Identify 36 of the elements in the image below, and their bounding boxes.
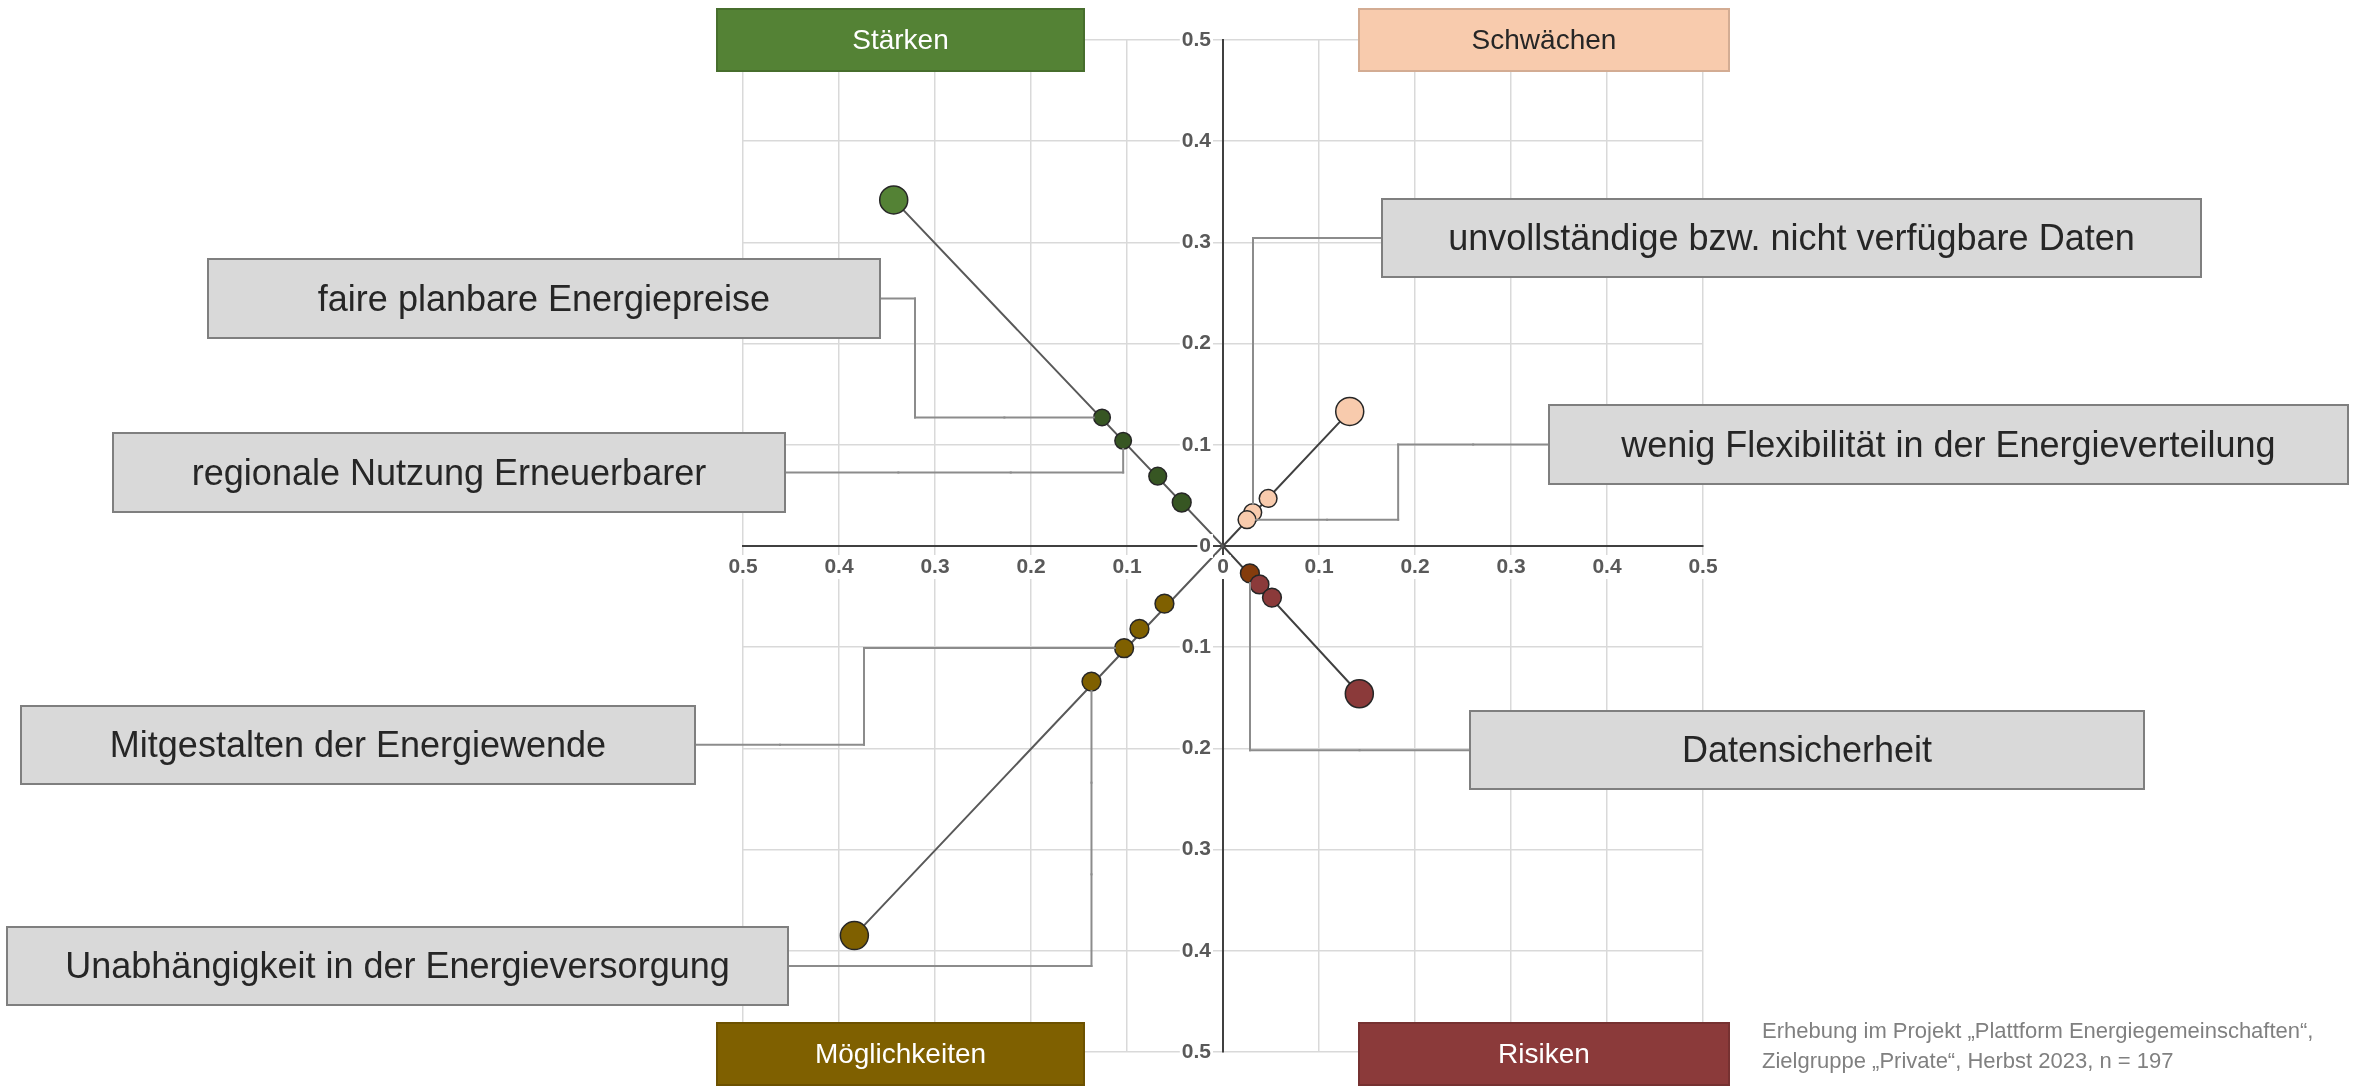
x-tick-label: 0.5 (1688, 554, 1718, 578)
text: Möglichkeiten (716, 1022, 1085, 1086)
annotation: faire planbare Energiepreise (207, 258, 881, 339)
x-tick-label: 0.1 (1304, 554, 1334, 578)
x-tick-label: 0.4 (824, 554, 854, 578)
annotation: Datensicherheit (1468, 709, 2145, 790)
callout: wenig Flexibilität in der Energieverteilung (1253, 402, 2351, 522)
y-tick-label: 0.5 (1181, 26, 1212, 50)
x-tick-label: 0.3 (920, 554, 950, 578)
text: Stärken (716, 8, 1085, 72)
x-tick-label: 0.5 (728, 554, 758, 578)
y-tick-label: 0.4 (1181, 128, 1212, 151)
x-tick-label: 0.2 (1016, 554, 1046, 578)
callout: Mitgestalten der Energiewende (18, 646, 1117, 787)
y-tick-label: 0.5 (1181, 1038, 1212, 1062)
x-tick-label: 0.4 (1592, 554, 1622, 578)
y-tick-label: 0.4 (1181, 937, 1212, 961)
y-tick-label: 0.2 (1181, 330, 1211, 354)
y-tick-label: 0.3 (1181, 229, 1211, 253)
y-tick-label: 0.3 (1181, 836, 1211, 860)
annotation: unvollständige bzw. nicht verfügbare Daten (1380, 198, 2202, 278)
y-tick-label: 0.1 (1181, 431, 1212, 455)
callout: Datensicherheit (1247, 580, 2147, 792)
callout: faire planbare Energiepreise (205, 256, 1096, 420)
y-tick-label: 0.2 (1181, 735, 1211, 759)
callout: regionale Nutzung Erneuerbarer (110, 430, 1126, 515)
y-tick-label: 0 (1199, 532, 1211, 556)
text: Schwächen (1358, 8, 1730, 72)
x-tick-label: 0 (1217, 554, 1229, 578)
y-tick-label: 0.1 (1181, 634, 1212, 657)
annotation: wenig Flexibilität in der Energieverteilung (1547, 404, 2349, 485)
x-tick-label: 0.1 (1112, 554, 1142, 578)
text: Risiken (1358, 1022, 1730, 1086)
x-tick-label: 0.2 (1400, 554, 1430, 578)
x-tick-label: 0.3 (1496, 554, 1526, 578)
text: Erhebung im Projekt „Plattform Energiegemeinschaften“, Zielgruppe „Private“, Herbst 2023, n = 197 (1762, 1017, 2315, 1075)
